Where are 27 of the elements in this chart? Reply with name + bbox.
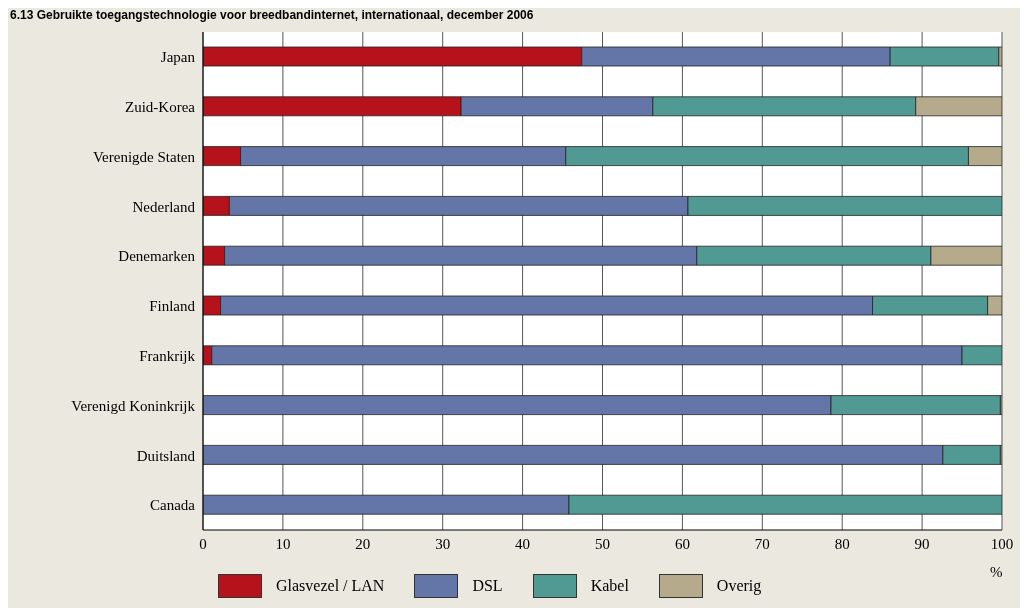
x-tick-label: 70 [754,535,770,552]
y-tick-label: Canada [150,497,196,514]
legend-label: Overig [716,577,762,595]
x-axis-title: % [990,564,1003,581]
legend-label: Kabel [590,577,629,595]
y-tick-label: Frankrijk [139,348,196,365]
y-tick-label: Finland [149,298,196,315]
y-tick-label: Verenigde Staten [92,148,196,165]
x-tick-label: 0 [199,535,207,552]
y-tick-label: Japan [160,49,196,66]
x-tick-label: 80 [834,535,850,552]
x-tick-label: 60 [674,535,690,552]
x-tick-label: 50 [595,535,610,552]
chart-title: 6.13 Gebruikte toegangstechnologie voor breedbandinternet, internationaal, december 2006 [9,8,535,24]
y-tick-label: Nederland [132,198,196,215]
x-tick-label: 10 [275,535,291,552]
x-tick-label: 20 [355,535,371,552]
x-tick-label: 40 [515,535,531,552]
x-tick-label: 30 [435,535,451,552]
y-tick-label: Denemarken [118,248,196,265]
legend-label: Glasvezel / LAN [276,577,385,595]
x-tick-label: 100 [990,535,1014,552]
x-tick-label: 90 [914,535,930,552]
y-tick-label: Duitsland [136,447,196,464]
y-tick-label: Verenigd Koninkrijk [71,397,196,414]
legend-label: DSL [472,577,503,595]
y-tick-label: Zuid-Korea [125,99,196,116]
